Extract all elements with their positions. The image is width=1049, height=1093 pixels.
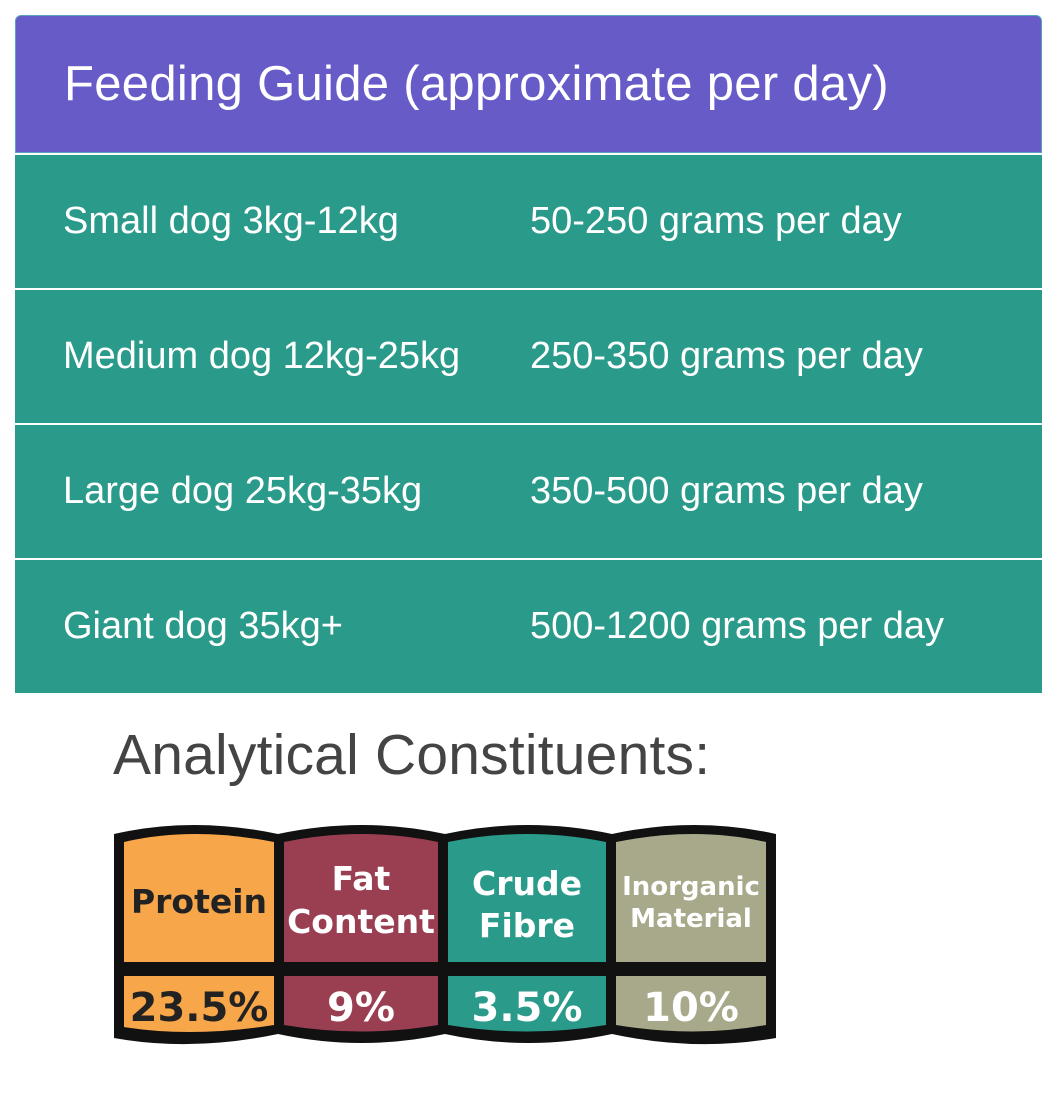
fat-label-line2: Content <box>287 902 435 941</box>
fibre-label-line1: Crude <box>472 864 582 903</box>
feeding-amount: 250-350 grams per day <box>530 335 923 377</box>
constituents-heading: Analytical Constituents: <box>113 723 711 787</box>
guide-row-large: Large dog 25kg-35kg 350-500 grams per da… <box>15 425 1042 558</box>
fat-label-line1: Fat <box>332 859 391 898</box>
inorganic-value: 10% <box>643 985 739 1031</box>
protein-value: 23.5% <box>130 985 269 1031</box>
fibre-top-panel <box>448 834 606 962</box>
feeding-amount: 50-250 grams per day <box>530 200 902 242</box>
feeding-guide-title: Feeding Guide (approximate per day) <box>15 15 1042 153</box>
fat-value-panel <box>284 976 438 1032</box>
feeding-amount: 500-1200 grams per day <box>530 605 945 647</box>
fibre-value: 3.5% <box>472 985 583 1031</box>
constituents-label-graphic: Protein 23.5% Fat Content 9% Crude Fibre… <box>114 825 776 1045</box>
constituents-label: Protein 23.5% Fat Content 9% Crude Fibre… <box>112 820 778 1056</box>
dog-size-label: Small dog 3kg-12kg <box>63 200 399 242</box>
guide-row-small: Small dog 3kg-12kg 50-250 grams per day <box>15 155 1042 288</box>
inorganic-label-line2: Material <box>630 904 752 934</box>
fat-value: 9% <box>327 985 395 1031</box>
feeding-guide-table: Feeding Guide (approximate per day) Smal… <box>15 15 1042 693</box>
fibre-value-panel <box>448 976 606 1032</box>
dog-size-label: Large dog 25kg-35kg <box>63 470 423 512</box>
fat-top-panel <box>284 834 438 962</box>
dog-size-label: Medium dog 12kg-25kg <box>63 335 461 377</box>
inorganic-value-panel <box>616 976 766 1032</box>
protein-label: Protein <box>131 882 267 921</box>
guide-row-medium: Medium dog 12kg-25kg 250-350 grams per d… <box>15 290 1042 423</box>
protein-value-panel <box>124 976 274 1033</box>
label-outline <box>114 825 776 1045</box>
dog-size-label: Giant dog 35kg+ <box>63 605 343 647</box>
guide-row-giant: Giant dog 35kg+ 500-1200 grams per day <box>15 560 1042 693</box>
protein-top-panel <box>124 834 274 962</box>
feeding-amount: 350-500 grams per day <box>530 470 923 512</box>
fibre-label-line2: Fibre <box>479 906 575 945</box>
inorganic-label-line1: Inorganic <box>622 872 760 902</box>
inorganic-top-panel <box>616 834 766 962</box>
